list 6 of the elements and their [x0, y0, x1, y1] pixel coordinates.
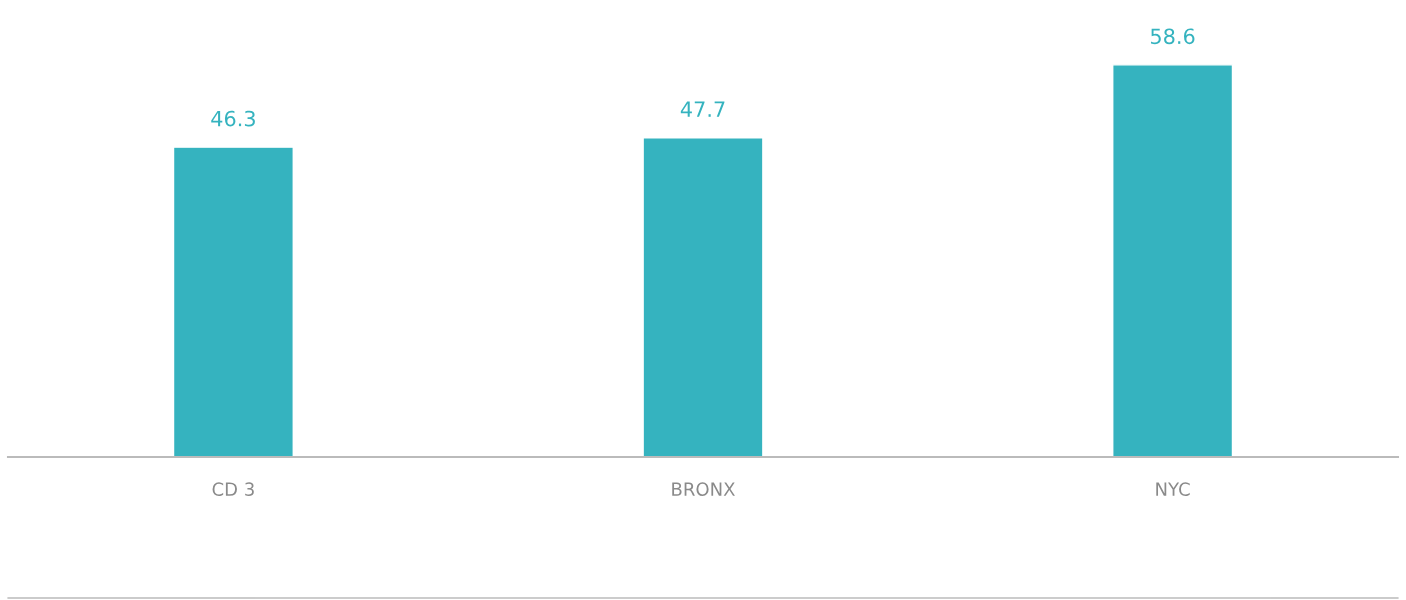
x-tick-label: CD 3: [212, 482, 254, 496]
x-tick-label: BRONX: [672, 482, 735, 496]
x-tick-label: NYC: [1156, 482, 1190, 496]
data-label: 58.6: [1151, 28, 1195, 45]
data-label: 47.7: [680, 101, 725, 117]
data-label: 46.3: [211, 110, 255, 127]
